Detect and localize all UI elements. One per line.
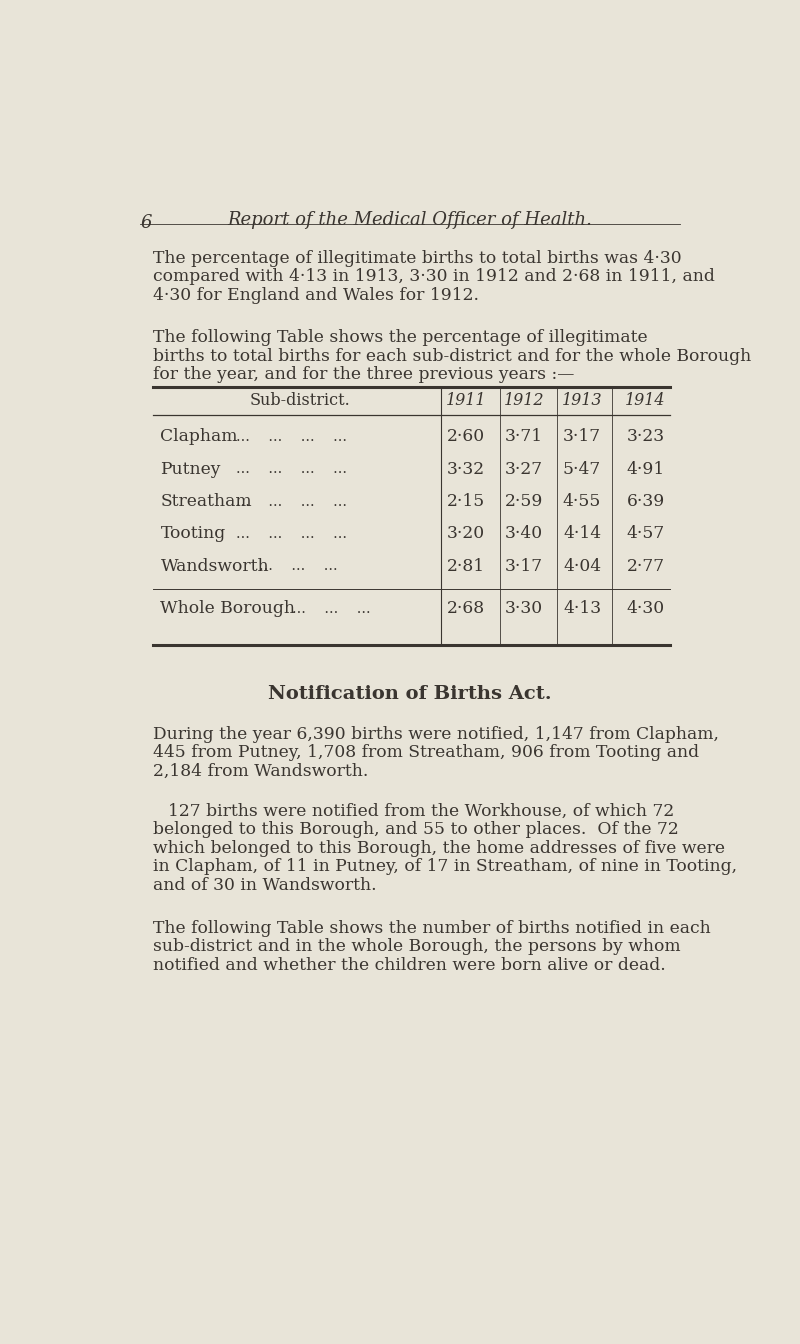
Text: ...    ...    ...    ...: ... ... ... ... xyxy=(236,462,346,476)
Text: 2·68: 2·68 xyxy=(446,601,485,617)
Text: 3·23: 3·23 xyxy=(626,429,665,445)
Text: The following Table shows the number of births notified in each: The following Table shows the number of … xyxy=(153,919,710,937)
Text: ...    ...    ...: ... ... ... xyxy=(259,559,338,574)
Text: The percentage of illegitimate births to total births was 4·30: The percentage of illegitimate births to… xyxy=(153,250,682,267)
Text: 6·39: 6·39 xyxy=(626,493,665,511)
Text: 3·71: 3·71 xyxy=(505,429,543,445)
Text: in Clapham, of 11 in Putney, of 17 in Streatham, of nine in Tooting,: in Clapham, of 11 in Putney, of 17 in St… xyxy=(153,857,737,875)
Text: 4·91: 4·91 xyxy=(626,461,665,478)
Text: 3·20: 3·20 xyxy=(446,526,485,543)
Text: 6: 6 xyxy=(140,214,152,231)
Text: 4·30: 4·30 xyxy=(626,601,665,617)
Text: 2·59: 2·59 xyxy=(505,493,543,511)
Text: Report of the Medical Officer of Health.: Report of the Medical Officer of Health. xyxy=(227,211,593,230)
Text: The following Table shows the percentage of illegitimate: The following Table shows the percentage… xyxy=(153,329,647,347)
Text: 127 births were notified from the Workhouse, of which 72: 127 births were notified from the Workho… xyxy=(168,802,674,820)
Text: Wandsworth: Wandsworth xyxy=(161,558,269,575)
Text: ...    ...    ...    ...: ... ... ... ... xyxy=(236,495,346,508)
Text: sub-district and in the whole Borough, the persons by whom: sub-district and in the whole Borough, t… xyxy=(153,938,680,956)
Text: 3·17: 3·17 xyxy=(505,558,543,575)
Text: compared with 4·13 in 1913, 3·30 in 1912 and 2·68 in 1911, and: compared with 4·13 in 1913, 3·30 in 1912… xyxy=(153,269,714,285)
Text: 1914: 1914 xyxy=(626,392,666,410)
Text: 2·77: 2·77 xyxy=(626,558,665,575)
Text: 4·30 for England and Wales for 1912.: 4·30 for England and Wales for 1912. xyxy=(153,286,478,304)
Text: 2,184 from Wandsworth.: 2,184 from Wandsworth. xyxy=(153,762,368,780)
Text: 3·32: 3·32 xyxy=(446,461,485,478)
Text: 4·14: 4·14 xyxy=(563,526,601,543)
Text: 4·04: 4·04 xyxy=(563,558,601,575)
Text: for the year, and for the three previous years :—: for the year, and for the three previous… xyxy=(153,366,574,383)
Text: 4·13: 4·13 xyxy=(563,601,601,617)
Text: 3·27: 3·27 xyxy=(505,461,543,478)
Text: Whole Borough: Whole Borough xyxy=(161,601,295,617)
Text: Notification of Births Act.: Notification of Births Act. xyxy=(268,685,552,703)
Text: Tooting: Tooting xyxy=(161,526,226,543)
Text: Clapham: Clapham xyxy=(161,429,238,445)
Text: 2·81: 2·81 xyxy=(446,558,485,575)
Text: ...    ...    ...: ... ... ... xyxy=(292,602,371,616)
Text: 2·15: 2·15 xyxy=(446,493,485,511)
Text: 3·40: 3·40 xyxy=(505,526,543,543)
Text: notified and whether the children were born alive or dead.: notified and whether the children were b… xyxy=(153,957,666,973)
Text: 2·60: 2·60 xyxy=(446,429,485,445)
Text: ...    ...    ...    ...: ... ... ... ... xyxy=(236,430,346,444)
Text: ...    ...    ...    ...: ... ... ... ... xyxy=(236,527,346,542)
Text: belonged to this Borough, and 55 to other places.  Of the 72: belonged to this Borough, and 55 to othe… xyxy=(153,821,678,839)
Text: 5·47: 5·47 xyxy=(563,461,601,478)
Text: Putney: Putney xyxy=(161,461,221,478)
Text: 3·30: 3·30 xyxy=(505,601,543,617)
Text: births to total births for each sub-district and for the whole Borough: births to total births for each sub-dist… xyxy=(153,348,751,364)
Text: 1913: 1913 xyxy=(562,392,602,410)
Text: Sub-district.: Sub-district. xyxy=(250,392,350,410)
Text: 445 from Putney, 1,708 from Streatham, 906 from Tooting and: 445 from Putney, 1,708 from Streatham, 9… xyxy=(153,745,699,761)
Text: 4·55: 4·55 xyxy=(563,493,602,511)
Text: Streatham: Streatham xyxy=(161,493,252,511)
Text: 1911: 1911 xyxy=(446,392,486,410)
Text: During the year 6,390 births were notified, 1,147 from Clapham,: During the year 6,390 births were notifi… xyxy=(153,726,718,743)
Text: which belonged to this Borough, the home addresses of five were: which belonged to this Borough, the home… xyxy=(153,840,725,856)
Text: 1912: 1912 xyxy=(504,392,544,410)
Text: 3·17: 3·17 xyxy=(563,429,601,445)
Text: and of 30 in Wandsworth.: and of 30 in Wandsworth. xyxy=(153,876,376,894)
Text: 4·57: 4·57 xyxy=(626,526,665,543)
